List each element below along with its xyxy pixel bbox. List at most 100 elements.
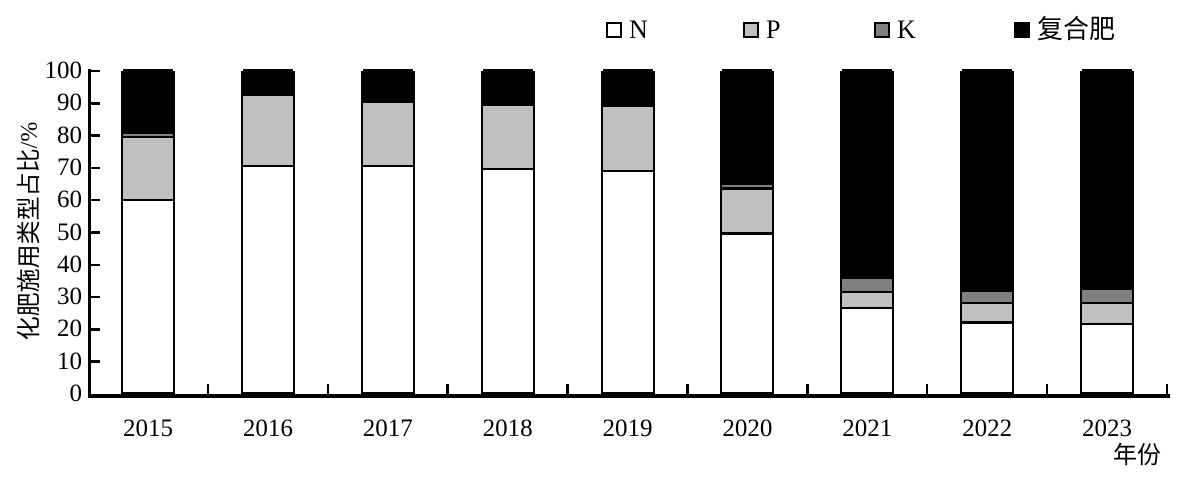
y-tick <box>91 231 100 234</box>
segment-divider <box>122 198 173 202</box>
y-tick-label: 90 <box>57 89 82 117</box>
legend-label: 复合肥 <box>1037 15 1116 44</box>
bar-segment-P <box>122 136 173 200</box>
bar-segment-P <box>962 303 1013 323</box>
x-tick-label-2021: 2021 <box>842 415 893 442</box>
y-tick <box>91 198 100 202</box>
y-axis-line <box>88 69 91 398</box>
legend-swatch-K <box>874 22 890 38</box>
legend-label: N <box>629 15 648 44</box>
bar-segment-N <box>362 165 413 392</box>
bar-segment-P <box>242 94 293 166</box>
bar-2019 <box>600 69 655 394</box>
bar-segment-P <box>842 291 893 309</box>
bar-2016 <box>240 69 295 394</box>
x-tick <box>1045 384 1049 394</box>
bar-2018 <box>480 69 535 394</box>
x-axis-line <box>88 394 1170 398</box>
bar-2015 <box>120 69 175 394</box>
bar-segment-复合肥 <box>1082 69 1133 291</box>
segment-divider <box>362 164 413 168</box>
segment-divider <box>482 167 533 171</box>
segment-divider <box>242 93 293 97</box>
bar-segment-N <box>1082 324 1133 392</box>
y-tick-label: 70 <box>57 153 82 181</box>
segment-divider <box>1082 322 1133 326</box>
x-axis-title: 年份 <box>1113 443 1161 469</box>
segment-divider <box>1082 301 1133 305</box>
y-tick <box>91 102 100 105</box>
legend-label: K <box>897 15 916 44</box>
y-tick-label: 0 <box>69 380 83 407</box>
x-tick-label-2022: 2022 <box>962 415 1013 442</box>
y-tick <box>91 166 100 170</box>
bar-segment-P <box>1082 303 1133 325</box>
x-tick-label-2017: 2017 <box>362 415 413 442</box>
x-tick <box>446 384 449 394</box>
segment-divider <box>722 232 773 235</box>
legend-item-K: K <box>874 17 916 43</box>
bar-segment-K <box>962 291 1013 304</box>
bar-2020 <box>720 69 775 394</box>
bar-segment-复合肥 <box>242 69 293 95</box>
bar-segment-N <box>242 165 293 392</box>
y-tick-label: 40 <box>57 250 82 278</box>
bar-2021 <box>840 69 895 394</box>
bar-segment-复合肥 <box>482 69 533 105</box>
x-tick <box>806 384 809 394</box>
y-tick-label: 50 <box>57 218 82 246</box>
legend-swatch-P <box>743 22 759 38</box>
x-tick <box>686 384 689 394</box>
y-tick-label: 100 <box>44 57 83 84</box>
x-tick-label-2018: 2018 <box>482 415 533 442</box>
segment-divider <box>962 301 1013 305</box>
bar-segment-N <box>842 308 893 392</box>
x-tick-label-2020: 2020 <box>722 415 773 442</box>
bar-segment-复合肥 <box>602 69 653 107</box>
bar-segment-N <box>602 170 653 392</box>
bar-2017 <box>360 69 415 394</box>
bar-segment-N <box>722 233 773 392</box>
segment-divider <box>842 290 893 294</box>
bar-segment-P <box>362 101 413 166</box>
bar-2023 <box>1080 69 1135 394</box>
x-tick <box>925 384 929 394</box>
y-tick <box>91 328 100 331</box>
segment-divider <box>842 306 893 310</box>
segment-divider <box>242 164 293 168</box>
segment-divider <box>602 104 653 108</box>
legend-item-P: P <box>743 17 780 43</box>
bar-segment-K <box>722 185 773 189</box>
segment-divider <box>962 321 1013 324</box>
bar-segment-复合肥 <box>722 69 773 186</box>
segment-divider <box>722 187 773 190</box>
bar-segment-N <box>962 322 1013 392</box>
bar-segment-复合肥 <box>842 69 893 279</box>
bar-segment-P <box>722 188 773 234</box>
x-tick-label-2019: 2019 <box>602 415 653 442</box>
x-tick-label-2023: 2023 <box>1082 415 1133 442</box>
bar-segment-K <box>122 133 173 137</box>
y-tick-label: 30 <box>57 283 82 311</box>
y-tick <box>91 69 100 73</box>
x-tick <box>326 384 330 394</box>
legend-swatch-N <box>606 22 622 38</box>
bar-segment-P <box>482 104 533 170</box>
bar-segment-N <box>482 169 533 392</box>
x-tick <box>1165 384 1169 394</box>
y-tick-label: 80 <box>57 121 82 149</box>
legend-swatch-复合肥 <box>1014 22 1030 38</box>
legend-item-N: N <box>606 17 648 43</box>
bar-segment-复合肥 <box>362 69 413 102</box>
segment-divider <box>122 135 173 139</box>
bar-segment-K <box>1082 290 1133 304</box>
bar-2022 <box>960 69 1015 394</box>
y-tick <box>91 360 100 363</box>
y-tick-label: 20 <box>57 315 82 343</box>
y-tick <box>91 134 100 137</box>
segment-divider <box>362 100 413 103</box>
x-tick <box>566 384 569 394</box>
bar-segment-K <box>842 278 893 292</box>
x-tick-label-2015: 2015 <box>122 415 173 442</box>
